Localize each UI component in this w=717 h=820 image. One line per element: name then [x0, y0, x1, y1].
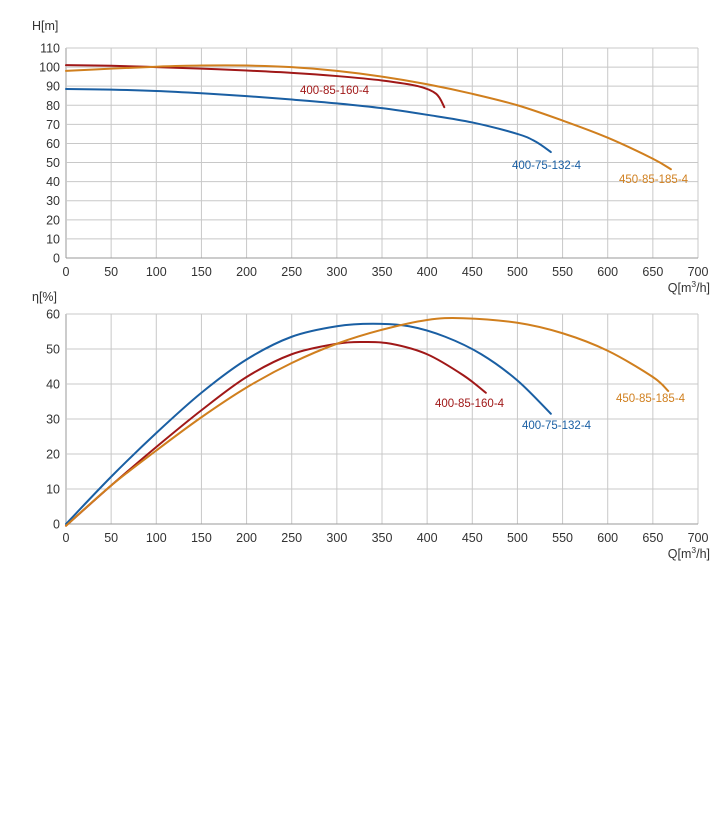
head-y-tick-label: 50 [46, 156, 60, 170]
efficiency-x-tick-label: 650 [642, 531, 663, 545]
head-x-tick-label: 350 [372, 265, 393, 279]
head-x-tick-label: 300 [326, 265, 347, 279]
efficiency-y-tick-label: 40 [46, 378, 60, 392]
head-x-tick-label: 200 [236, 265, 257, 279]
head-series-label-400-75-132-4: 400-75-132-4 [512, 160, 582, 172]
efficiency-curve-400-75-132-4 [65, 322, 552, 525]
head-curve-400-75-132-4 [65, 88, 552, 154]
head-x-tick-label: 600 [597, 265, 618, 279]
head-x-tick-label: 0 [63, 265, 70, 279]
head-curve-450-85-185-4 [65, 64, 672, 171]
head-x-tick-label: 650 [642, 265, 663, 279]
efficiency-y-tick-label: 60 [46, 308, 60, 322]
head-y-tick-label: 90 [46, 80, 60, 94]
head-x-tick-label: 150 [191, 265, 212, 279]
efficiency-x-tick-label: 200 [236, 531, 257, 545]
head-y-tick-label: 60 [46, 137, 60, 151]
efficiency-series-label-450-85-185-4: 450-85-185-4 [616, 393, 686, 405]
efficiency-series-label-400-75-132-4: 400-75-132-4 [522, 420, 592, 432]
head-y-tick-label: 100 [39, 61, 60, 75]
head-y-tick-label: 80 [46, 99, 60, 113]
head-y-tick-label: 70 [46, 118, 60, 132]
head-x-tick-label: 400 [417, 265, 438, 279]
head-series-label-400-85-160-4: 400-85-160-4 [300, 85, 370, 97]
head-y-tick-label: 20 [46, 213, 60, 227]
efficiency-x-tick-label: 550 [552, 531, 573, 545]
efficiency-x-tick-label: 700 [688, 531, 709, 545]
efficiency-curve-450-85-185-4 [65, 317, 670, 527]
head-y-tick-label: 10 [46, 232, 60, 246]
head-x-tick-label: 50 [104, 265, 118, 279]
head-y-axis-label: H[m] [32, 19, 58, 33]
head-x-axis-label: Q[m3/h] [668, 279, 710, 295]
efficiency-x-tick-label: 300 [326, 531, 347, 545]
head-y-tick-label: 110 [40, 42, 60, 56]
efficiency-x-axis-label: Q[m3/h] [668, 545, 710, 561]
efficiency-x-tick-label: 600 [597, 531, 618, 545]
efficiency-y-tick-label: 20 [46, 448, 60, 462]
efficiency-x-tick-label: 400 [417, 531, 438, 545]
efficiency-x-tick-label: 0 [63, 531, 70, 545]
efficiency-y-tick-label: 50 [46, 343, 60, 357]
efficiency-x-tick-label: 150 [191, 531, 212, 545]
head-x-tick-label: 250 [281, 265, 302, 279]
efficiency-y-tick-label: 0 [53, 518, 60, 532]
head-x-tick-label: 700 [688, 265, 709, 279]
efficiency-x-tick-label: 50 [104, 531, 118, 545]
efficiency-x-tick-label: 250 [281, 531, 302, 545]
efficiency-x-tick-label: 350 [372, 531, 393, 545]
head-y-tick-label: 30 [46, 194, 60, 208]
efficiency-y-axis-label: η[%] [32, 290, 57, 304]
efficiency-y-tick-label: 30 [46, 413, 60, 427]
head-chart: 0 10 20 30 40 50 60 70 80 90 100 110 0 50 100 150 200 250… [32, 19, 710, 295]
head-y-tick-label: 40 [46, 175, 60, 189]
head-y-tick-label: 0 [53, 252, 60, 266]
head-x-tick-label: 100 [146, 265, 167, 279]
head-series-label-450-85-185-4: 450-85-185-4 [619, 174, 689, 186]
efficiency-x-tick-label: 500 [507, 531, 528, 545]
efficiency-x-tick-label: 100 [146, 531, 167, 545]
head-x-tick-label: 450 [462, 265, 483, 279]
efficiency-series-label-400-85-160-4: 400-85-160-4 [435, 398, 505, 410]
head-x-tick-label: 550 [552, 265, 573, 279]
efficiency-curve-400-85-160-4 [65, 340, 487, 527]
efficiency-y-tick-label: 10 [46, 483, 60, 497]
head-x-tick-label: 500 [507, 265, 528, 279]
efficiency-x-tick-label: 450 [462, 531, 483, 545]
